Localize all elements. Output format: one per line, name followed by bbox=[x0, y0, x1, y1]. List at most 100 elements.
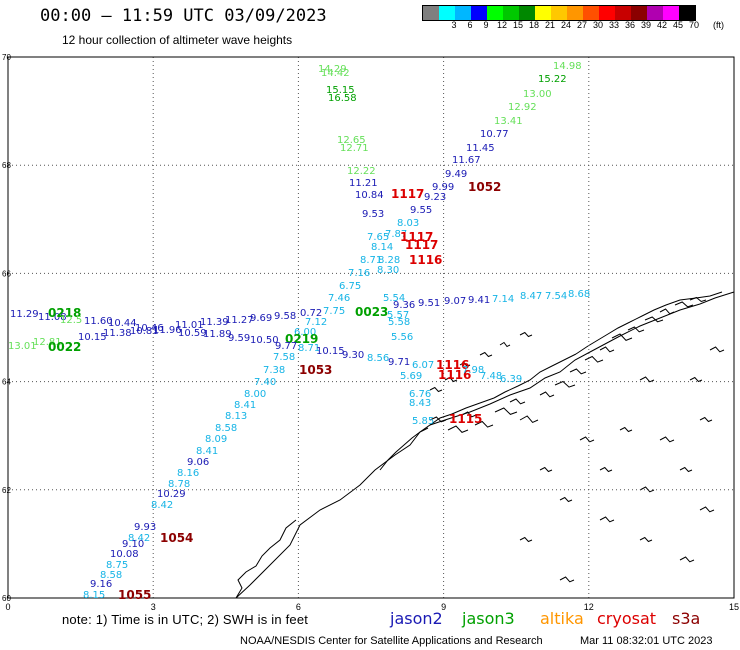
wave-height-label: 10.29 bbox=[157, 489, 186, 500]
wave-height-label: 9.07 bbox=[444, 296, 466, 307]
legend-label: 12 bbox=[496, 20, 507, 30]
page-subtitle: 12 hour collection of altimeter wave hei… bbox=[62, 33, 293, 47]
credit-line: NOAA/NESDIS Center for Satellite Applica… bbox=[240, 635, 543, 647]
coastline-fragment bbox=[519, 536, 533, 543]
satellite-jason2: jason2 bbox=[390, 609, 443, 628]
coastline-fragment bbox=[519, 415, 539, 424]
legend-swatch bbox=[439, 6, 455, 20]
pass-time-label: 1116 bbox=[438, 368, 471, 382]
wave-height-label: 8.16 bbox=[177, 468, 199, 479]
coastline-fragment bbox=[539, 466, 553, 473]
wave-height-label: 7.48 bbox=[480, 371, 502, 382]
x-tick-label: 6 bbox=[296, 602, 301, 612]
wave-height-label: 9.58 bbox=[274, 311, 296, 322]
coastline-segment bbox=[379, 427, 429, 471]
pass-time-label: 1055 bbox=[118, 588, 151, 602]
map-frame bbox=[7, 56, 735, 599]
wave-height-label: 5.57 bbox=[387, 310, 409, 321]
wave-height-label: 7.75 bbox=[323, 306, 345, 317]
wave-height-label: 10.08 bbox=[110, 549, 139, 560]
legend-label: 27 bbox=[576, 20, 587, 30]
wave-height-label: 8.00 bbox=[244, 389, 266, 400]
wave-height-label: 9.55 bbox=[410, 205, 432, 216]
wave-height-label: 6.07 bbox=[412, 360, 434, 371]
legend-label: 42 bbox=[656, 20, 667, 30]
wave-height-label: 12.92 bbox=[508, 102, 537, 113]
wave-height-label: 11.27 bbox=[225, 315, 254, 326]
legend-label: 24 bbox=[560, 20, 571, 30]
satellite-s3a: s3a bbox=[672, 609, 701, 628]
wave-height-label: 9.71 bbox=[388, 357, 410, 368]
coastline-fragment bbox=[599, 516, 615, 523]
wave-height-label: 11.60 bbox=[84, 316, 113, 327]
coastline-fragment bbox=[709, 346, 725, 353]
wave-height-label: 9.51 bbox=[418, 298, 440, 309]
coastline-fragment bbox=[679, 556, 695, 563]
wave-height-label: 12.71 bbox=[340, 143, 369, 154]
coastline-fragment bbox=[699, 416, 713, 423]
wave-height-label: 5.69 bbox=[400, 371, 422, 382]
legend-swatch bbox=[551, 6, 567, 20]
wave-height-label: 10.84 bbox=[355, 190, 384, 201]
satellite-cryosat: cryosat bbox=[597, 609, 657, 628]
wave-height-label: 13.01 bbox=[8, 341, 37, 352]
pass-time-label: 0219 bbox=[285, 332, 318, 346]
wave-height-label: 9.99 bbox=[432, 182, 454, 193]
wave-height-label: 11.67 bbox=[452, 155, 481, 166]
coastline-fragment bbox=[429, 386, 443, 393]
legend-swatch bbox=[647, 6, 663, 20]
wave-height-label: 5.58 bbox=[388, 317, 410, 328]
legend-swatch bbox=[679, 6, 695, 20]
x-tick-label: 12 bbox=[584, 602, 594, 612]
wave-height-label: 9.59 bbox=[228, 333, 250, 344]
wave-height-label: 10.44 bbox=[108, 318, 137, 329]
wave-height-label: 8.41 bbox=[196, 446, 218, 457]
coastline-fragment bbox=[659, 308, 675, 315]
wave-height-label: 10.50 bbox=[250, 335, 279, 346]
wave-height-label: 14.98 bbox=[553, 61, 582, 72]
wave-height-label: 9.16 bbox=[90, 579, 112, 590]
y-tick-label: 60 bbox=[2, 594, 11, 603]
coastline-fragment bbox=[554, 380, 576, 388]
pass-time-label: 1116 bbox=[436, 358, 469, 372]
legend-swatch bbox=[615, 6, 631, 20]
wave-height-label: 9.36 bbox=[393, 300, 415, 311]
legend-label: 15 bbox=[512, 20, 523, 30]
wave-height-label: 11.01 bbox=[175, 320, 204, 331]
wave-height-label: 12.65 bbox=[337, 135, 366, 146]
coastline-segment bbox=[629, 291, 723, 323]
wave-height-label: 9.30 bbox=[342, 350, 364, 361]
coastline-fragment bbox=[699, 506, 715, 513]
coastline-segment bbox=[575, 321, 631, 355]
coastline-fragment bbox=[474, 420, 494, 428]
y-tick-label: 62 bbox=[2, 486, 11, 495]
wave-height-label: 8.42 bbox=[128, 533, 150, 544]
wave-height-label: 12.22 bbox=[347, 166, 376, 177]
wave-height-label: 11.38 bbox=[103, 328, 132, 339]
footer-note: note: 1) Time is in UTC; 2) SWH is in fe… bbox=[62, 612, 309, 627]
wave-height-label: 8.47 bbox=[520, 291, 542, 302]
legend-label: 45 bbox=[672, 20, 683, 30]
wave-height-label: 0.72 bbox=[300, 308, 322, 319]
coastline-segment bbox=[235, 519, 297, 599]
wave-height-label: 8.58 bbox=[215, 423, 237, 434]
wave-height-label: 10.81 bbox=[130, 326, 159, 337]
legend-label: 18 bbox=[528, 20, 539, 30]
y-tick-label: 64 bbox=[2, 378, 11, 387]
wave-height-label: 7.98 bbox=[462, 365, 484, 376]
legend-label: 39 bbox=[640, 20, 651, 30]
wave-height-label: 6.39 bbox=[500, 374, 522, 385]
coastline-fragment bbox=[584, 355, 604, 363]
legend-swatch bbox=[471, 6, 487, 20]
wave-height-label: 12.81 bbox=[33, 337, 62, 348]
legend-label: 36 bbox=[624, 20, 635, 30]
coastline-fragment bbox=[559, 496, 573, 503]
wave-height-label: 16.58 bbox=[328, 93, 357, 104]
wave-height-label: 8.78 bbox=[168, 479, 190, 490]
pass-time-label: 0022 bbox=[48, 340, 81, 354]
wave-height-label: 10.15 bbox=[316, 346, 345, 357]
coastline-fragment bbox=[611, 333, 633, 341]
